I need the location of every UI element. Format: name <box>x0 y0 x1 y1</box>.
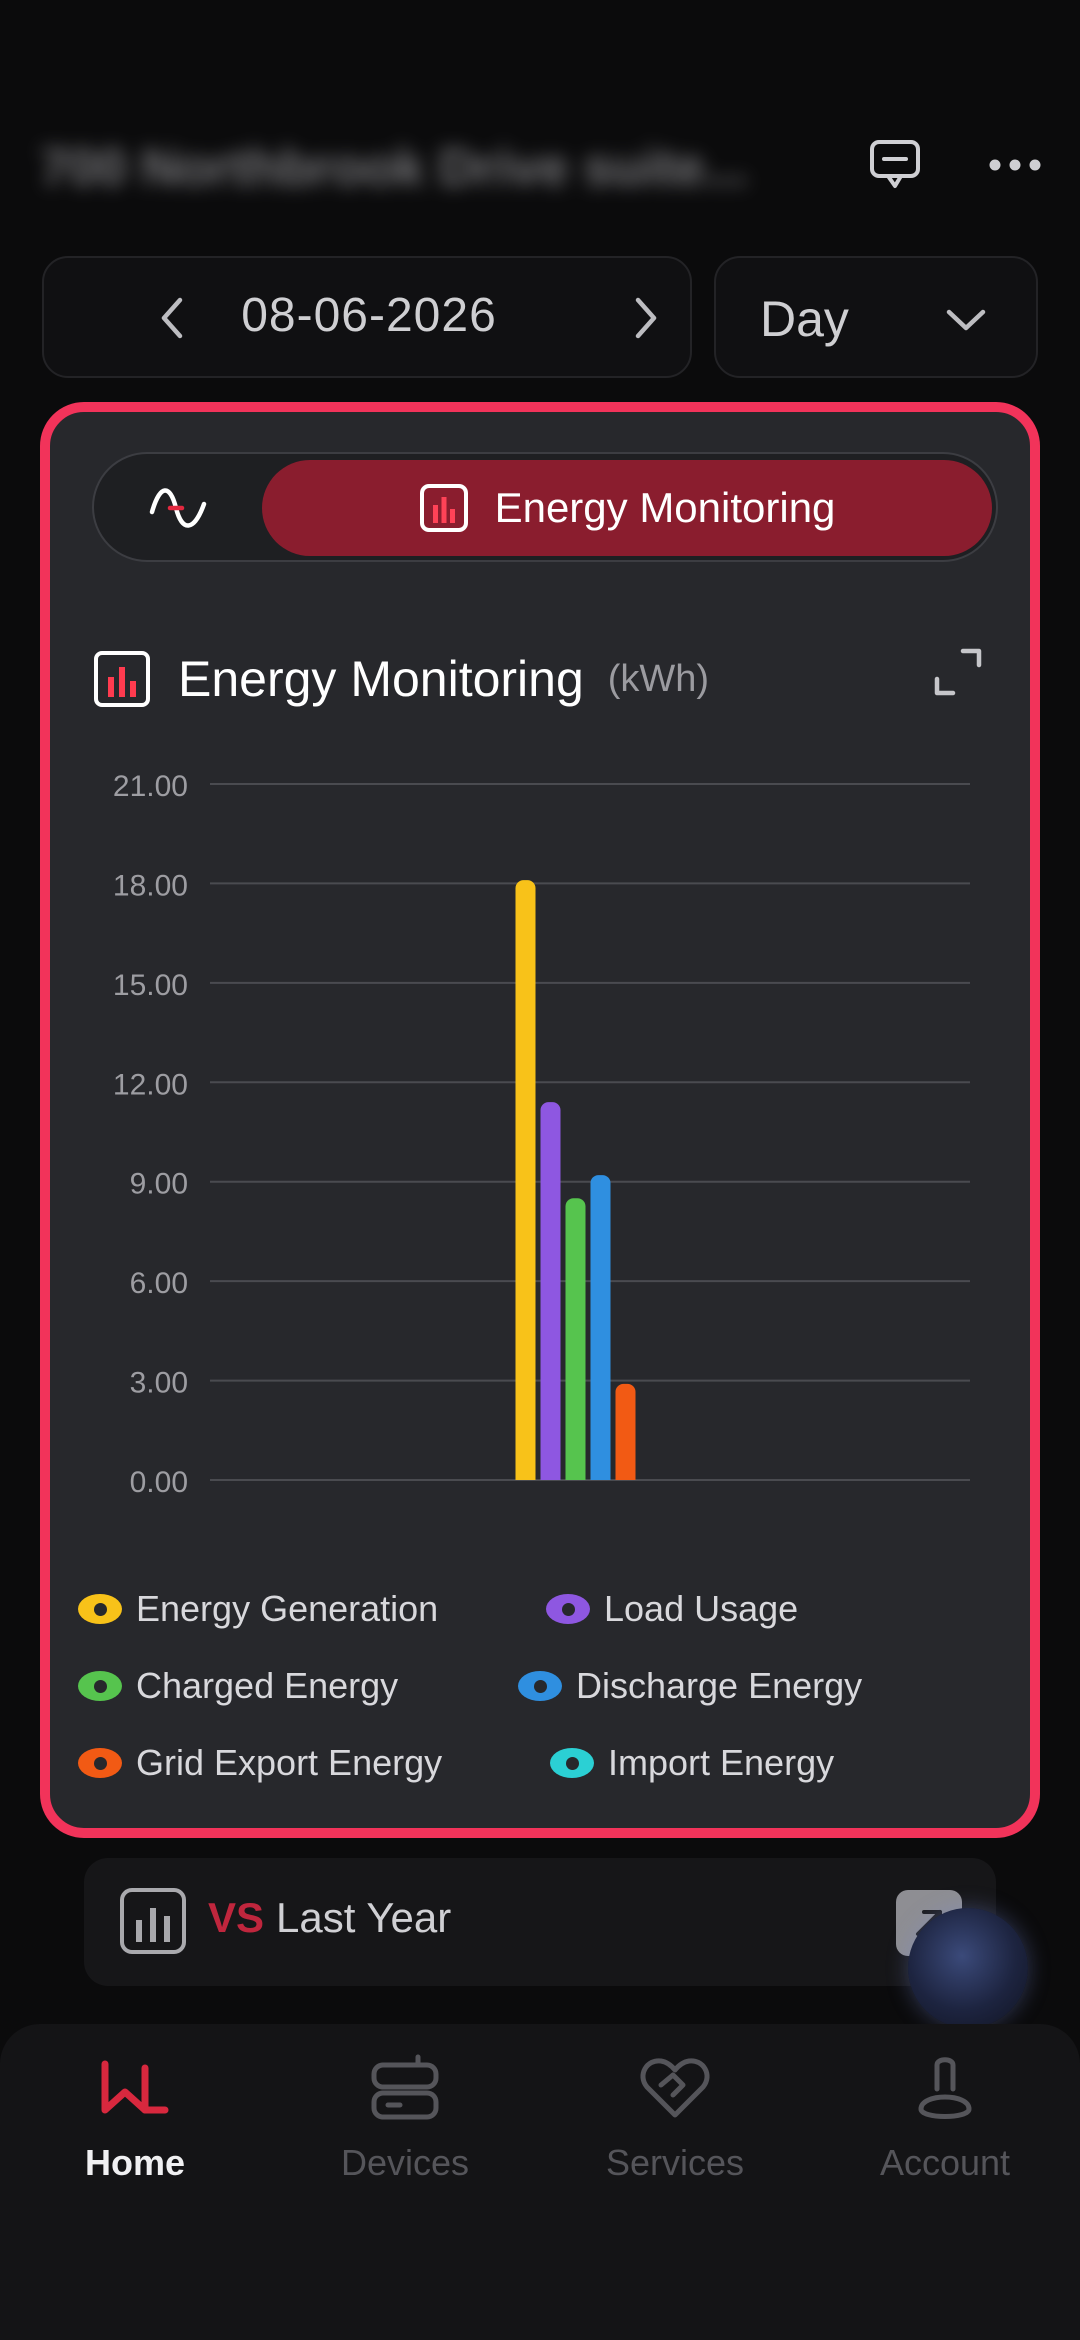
legend-label: Discharge Energy <box>576 1665 863 1706</box>
bottom-navigation: Home Devices Services <box>0 2024 1080 2340</box>
chevron-down-icon <box>936 290 996 350</box>
expand-icon[interactable] <box>928 642 988 702</box>
eye-icon <box>78 1671 122 1701</box>
energy-bar-chart: 21.0018.0015.0012.009.006.003.000.0008-0… <box>113 770 970 1499</box>
selected-date[interactable]: 08-06-2026 <box>241 289 497 342</box>
services-icon <box>635 2048 715 2128</box>
nav-services-label: Services <box>605 2142 745 2183</box>
legend-item[interactable]: Load Usage <box>546 1588 798 1630</box>
bar <box>615 1383 636 1480</box>
assistant-bubble[interactable] <box>908 1908 1028 2028</box>
bar-base <box>615 1472 636 1480</box>
section-title: Energy Monitoring <box>178 651 584 707</box>
y-tick-label: 3.00 <box>130 1367 188 1400</box>
bar-base <box>515 1472 536 1480</box>
eye-icon <box>550 1748 594 1778</box>
bar <box>590 1175 611 1480</box>
bar <box>540 1102 561 1480</box>
account-icon <box>905 2048 985 2128</box>
bar-base <box>590 1472 611 1480</box>
eye-icon <box>78 1748 122 1778</box>
y-tick-label: 18.00 <box>113 869 188 902</box>
legend-item[interactable]: Charged Energy <box>78 1665 398 1707</box>
energy-monitoring-card: Energy Monitoring Energy Monitoring (kWh… <box>40 402 1040 1838</box>
home-logo-icon <box>95 2048 175 2128</box>
nav-account-label: Account <box>879 2142 1011 2183</box>
eye-icon <box>546 1594 590 1624</box>
chevron-left-icon[interactable] <box>140 286 204 350</box>
compare-last-year-row[interactable]: VS Last Year <box>84 1858 996 1986</box>
bar <box>515 880 536 1480</box>
nav-devices-label: Devices <box>340 2142 470 2183</box>
y-tick-label: 15.00 <box>113 969 188 1002</box>
top-header: 700 Northbrook Drive suite... <box>0 100 1080 230</box>
waveform-icon[interactable] <box>146 478 210 538</box>
period-dropdown[interactable]: Day <box>714 256 1038 378</box>
legend-label: Import Energy <box>608 1742 835 1783</box>
devices-icon <box>365 2048 445 2128</box>
nav-services[interactable]: Services <box>540 2048 810 2218</box>
compare-text: Last Year <box>276 1894 452 1941</box>
section-header: Energy Monitoring (kWh) <box>92 644 709 714</box>
y-tick-label: 9.00 <box>130 1168 188 1201</box>
message-square-icon[interactable] <box>860 130 930 200</box>
compare-label: VS Last Year <box>208 1894 451 1942</box>
legend-label: Charged Energy <box>136 1665 399 1706</box>
y-tick-label: 21.00 <box>113 770 188 803</box>
tab-energy-monitoring[interactable]: Energy Monitoring <box>262 460 992 556</box>
nav-devices[interactable]: Devices <box>270 2048 540 2218</box>
legend-label: Load Usage <box>604 1588 799 1629</box>
bar-base <box>540 1472 561 1480</box>
chevron-right-icon[interactable] <box>614 286 678 350</box>
bar <box>565 1198 586 1480</box>
nav-home[interactable]: Home <box>0 2048 270 2218</box>
legend-item[interactable]: Grid Export Energy <box>78 1742 442 1784</box>
nav-home-label: Home <box>84 2142 186 2183</box>
bar-chart-icon <box>419 484 468 532</box>
y-tick-label: 12.00 <box>113 1068 188 1101</box>
legend-label: Grid Export Energy <box>136 1742 443 1783</box>
bar-base <box>565 1472 586 1480</box>
y-tick-label: 0.00 <box>130 1466 188 1499</box>
date-selector: 08-06-2026 <box>42 256 692 378</box>
legend-item[interactable]: Energy Generation <box>78 1588 438 1630</box>
eye-icon <box>518 1671 562 1701</box>
legend-item[interactable]: Discharge Energy <box>518 1665 862 1707</box>
compare-prefix: VS <box>208 1894 265 1941</box>
more-horizontal-icon[interactable] <box>980 130 1050 200</box>
period-value: Day <box>760 291 849 347</box>
section-unit: (kWh) <box>607 657 710 700</box>
nav-account[interactable]: Account <box>810 2048 1080 2218</box>
tab-energy-monitoring-label: Energy Monitoring <box>494 484 836 531</box>
site-address[interactable]: 700 Northbrook Drive suite... <box>40 139 748 197</box>
eye-icon <box>78 1594 122 1624</box>
bar-chart-icon <box>120 1888 186 1954</box>
y-tick-label: 6.00 <box>130 1267 188 1300</box>
legend-item[interactable]: Import Energy <box>550 1742 834 1784</box>
mode-toggle: Energy Monitoring <box>92 452 998 562</box>
bar-chart-icon <box>94 651 150 707</box>
legend-label: Energy Generation <box>136 1588 439 1629</box>
